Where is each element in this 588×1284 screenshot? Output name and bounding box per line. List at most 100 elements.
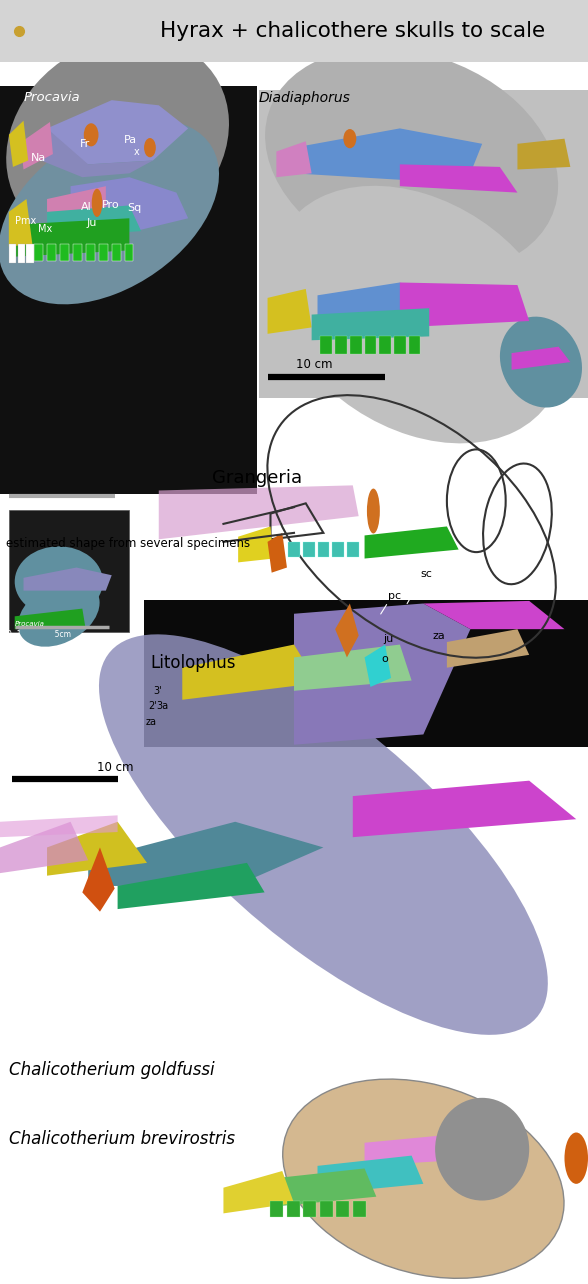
Text: Chalicotherium goldfussi: Chalicotherium goldfussi	[9, 1061, 215, 1079]
FancyBboxPatch shape	[0, 0, 588, 62]
Text: 10 cm: 10 cm	[97, 761, 133, 774]
Polygon shape	[294, 128, 482, 180]
Polygon shape	[312, 308, 429, 340]
Polygon shape	[270, 1168, 376, 1207]
Polygon shape	[379, 336, 391, 354]
Polygon shape	[332, 542, 344, 557]
Polygon shape	[82, 847, 115, 912]
Polygon shape	[125, 244, 133, 261]
Polygon shape	[47, 100, 188, 164]
Polygon shape	[99, 244, 108, 261]
Polygon shape	[512, 347, 570, 370]
Polygon shape	[9, 244, 16, 263]
Text: 2': 2'	[148, 701, 157, 711]
Polygon shape	[320, 336, 332, 354]
Polygon shape	[365, 1130, 529, 1166]
FancyBboxPatch shape	[259, 90, 588, 398]
Text: Pa: Pa	[123, 135, 136, 145]
Text: Grangeria: Grangeria	[212, 469, 302, 487]
Text: za: za	[145, 716, 156, 727]
Ellipse shape	[343, 128, 356, 149]
Polygon shape	[41, 128, 153, 177]
Text: Na: Na	[31, 153, 46, 163]
Ellipse shape	[18, 580, 99, 647]
Polygon shape	[320, 1201, 333, 1217]
Ellipse shape	[500, 317, 582, 407]
Polygon shape	[268, 289, 312, 334]
Ellipse shape	[15, 546, 103, 618]
Polygon shape	[26, 244, 34, 263]
Ellipse shape	[84, 123, 98, 146]
Text: Hyrax + chalicothere skulls to scale: Hyrax + chalicothere skulls to scale	[161, 22, 545, 41]
Polygon shape	[86, 244, 95, 261]
Polygon shape	[238, 526, 273, 562]
Ellipse shape	[367, 489, 380, 534]
Text: Procavia: Procavia	[15, 620, 45, 627]
Polygon shape	[409, 336, 420, 354]
Text: Pmx: Pmx	[15, 216, 36, 226]
Polygon shape	[118, 863, 265, 909]
Polygon shape	[400, 164, 517, 193]
Text: o: o	[381, 654, 387, 664]
Polygon shape	[365, 645, 391, 687]
Text: 0  1              5cm: 0 1 5cm	[7, 630, 71, 639]
Polygon shape	[15, 609, 85, 629]
Text: Diadiaphorus: Diadiaphorus	[259, 91, 350, 104]
Text: 0  1              5cm: 0 1 5cm	[6, 501, 93, 510]
Polygon shape	[318, 1156, 423, 1194]
Polygon shape	[394, 336, 406, 354]
Polygon shape	[303, 542, 315, 557]
Polygon shape	[268, 533, 287, 573]
Polygon shape	[12, 218, 129, 257]
Ellipse shape	[272, 186, 563, 443]
Polygon shape	[24, 568, 112, 591]
Text: 3': 3'	[153, 686, 162, 696]
Text: za: za	[432, 630, 445, 641]
Text: sc: sc	[420, 569, 432, 579]
Ellipse shape	[92, 189, 102, 217]
Polygon shape	[288, 542, 300, 557]
Polygon shape	[365, 336, 376, 354]
Polygon shape	[517, 139, 570, 169]
FancyBboxPatch shape	[144, 600, 588, 747]
Polygon shape	[73, 244, 82, 261]
Polygon shape	[335, 336, 347, 354]
FancyBboxPatch shape	[9, 510, 129, 632]
Text: ju: ju	[383, 634, 393, 645]
Ellipse shape	[435, 1098, 529, 1201]
Ellipse shape	[6, 37, 229, 245]
Text: Pro: Pro	[102, 200, 120, 211]
Text: estimated shape from several specimens: estimated shape from several specimens	[6, 537, 250, 550]
Polygon shape	[294, 645, 412, 691]
Polygon shape	[318, 542, 329, 557]
Polygon shape	[347, 542, 359, 557]
Ellipse shape	[0, 119, 219, 304]
FancyBboxPatch shape	[0, 86, 257, 494]
Polygon shape	[88, 822, 323, 886]
Text: Sq: Sq	[127, 203, 141, 213]
Polygon shape	[159, 485, 359, 539]
Text: Fr: Fr	[79, 139, 89, 149]
Ellipse shape	[283, 1079, 564, 1279]
Text: Mx: Mx	[38, 223, 52, 234]
Polygon shape	[276, 141, 312, 177]
Polygon shape	[182, 645, 318, 700]
Polygon shape	[365, 526, 459, 559]
Polygon shape	[287, 1201, 300, 1217]
Polygon shape	[47, 205, 141, 238]
Ellipse shape	[564, 1132, 588, 1184]
Polygon shape	[9, 199, 32, 247]
Polygon shape	[353, 781, 576, 837]
Polygon shape	[47, 186, 106, 225]
Ellipse shape	[99, 634, 548, 1035]
Polygon shape	[423, 601, 564, 629]
Polygon shape	[335, 603, 359, 657]
Text: 10 cm: 10 cm	[296, 358, 332, 371]
Polygon shape	[9, 121, 28, 167]
Polygon shape	[353, 1201, 366, 1217]
Text: 3a: 3a	[156, 701, 169, 711]
Polygon shape	[350, 336, 362, 354]
Polygon shape	[47, 822, 147, 876]
Polygon shape	[18, 244, 25, 263]
Polygon shape	[223, 1171, 294, 1213]
